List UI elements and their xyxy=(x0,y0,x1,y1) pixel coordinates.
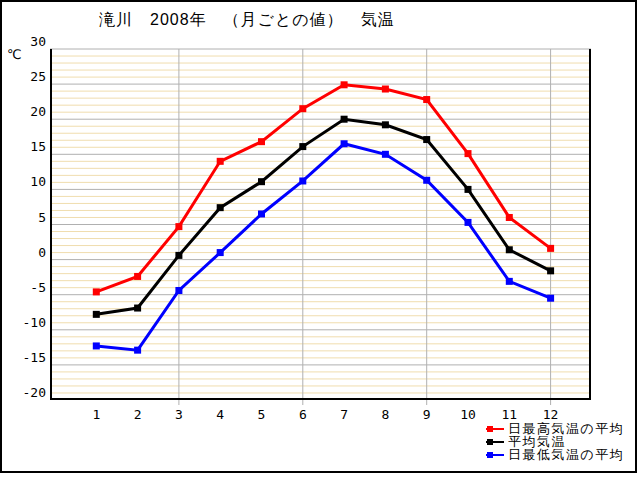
data-point-marker xyxy=(506,278,513,285)
chart-title: 滝川 2008年 （月ごとの値） 気温 xyxy=(99,10,599,31)
data-point-marker xyxy=(465,150,472,157)
legend: 日最高気温の平均 平均気温 日最低気温の平均 xyxy=(486,423,624,462)
data-point-marker xyxy=(382,86,389,93)
data-point-marker xyxy=(341,116,348,123)
y-axis-tick-label: 25 xyxy=(0,70,46,84)
y-axis-tick-label: 5 xyxy=(0,211,46,225)
data-point-marker xyxy=(217,158,224,165)
y-axis-tick-label: -20 xyxy=(0,386,46,400)
legend-marker-daily-min-icon xyxy=(486,451,504,459)
x-axis-tick-label: 1 xyxy=(81,407,111,422)
data-point-marker xyxy=(465,219,472,226)
legend-marker-mean-icon xyxy=(486,438,504,446)
data-point-marker xyxy=(382,121,389,128)
data-point-marker xyxy=(423,136,430,143)
y-axis-tick-label: -5 xyxy=(0,281,46,295)
x-axis-tick-label: 4 xyxy=(205,407,235,422)
y-axis-tick-label: 15 xyxy=(0,140,46,154)
legend-label-daily-min: 日最低気温の平均 xyxy=(508,446,624,464)
y-axis-tick-label: 10 xyxy=(0,175,46,189)
y-axis-tick-label: -15 xyxy=(0,351,46,365)
data-point-marker xyxy=(299,143,306,150)
x-axis-tick-label: 6 xyxy=(288,407,318,422)
data-point-marker xyxy=(134,273,141,280)
data-point-marker xyxy=(423,177,430,184)
x-axis-tick-label: 5 xyxy=(247,407,277,422)
data-point-marker xyxy=(93,311,100,318)
x-axis-tick-label: 8 xyxy=(370,407,400,422)
data-point-marker xyxy=(506,214,513,221)
series-line-1 xyxy=(96,119,550,314)
legend-item-daily-min: 日最低気温の平均 xyxy=(486,449,624,461)
y-axis-tick-label: -10 xyxy=(0,316,46,330)
chart-window: 滝川 2008年 （月ごとの値） 気温 ℃ 302520151050-5-10-… xyxy=(0,0,640,480)
series-line-0 xyxy=(96,85,550,292)
legend-marker-daily-max-icon xyxy=(486,425,504,433)
data-point-marker xyxy=(93,342,100,349)
data-point-marker xyxy=(547,245,554,252)
data-point-marker xyxy=(175,252,182,259)
y-axis-tick-label: 30 xyxy=(0,35,46,49)
y-axis-unit-label: ℃ xyxy=(7,47,22,62)
data-point-marker xyxy=(217,204,224,211)
y-axis-tick-label: 0 xyxy=(0,246,46,260)
data-point-marker xyxy=(547,267,554,274)
data-point-marker xyxy=(258,138,265,145)
x-axis-tick-label: 7 xyxy=(329,407,359,422)
data-point-marker xyxy=(134,305,141,312)
data-point-marker xyxy=(423,96,430,103)
data-point-marker xyxy=(465,186,472,193)
plot-area xyxy=(50,49,591,400)
data-point-marker xyxy=(382,151,389,158)
data-point-marker xyxy=(175,287,182,294)
data-point-marker xyxy=(175,223,182,230)
data-point-marker xyxy=(258,178,265,185)
data-point-marker xyxy=(506,246,513,253)
data-point-marker xyxy=(341,81,348,88)
y-axis-tick-label: 20 xyxy=(0,105,46,119)
x-axis-tick-label: 9 xyxy=(412,407,442,422)
data-point-marker xyxy=(547,295,554,302)
data-point-marker xyxy=(134,347,141,354)
x-axis-tick-label: 10 xyxy=(453,407,483,422)
data-point-marker xyxy=(258,210,265,217)
x-axis-tick-label: 2 xyxy=(123,407,153,422)
data-point-marker xyxy=(341,140,348,147)
data-point-marker xyxy=(217,249,224,256)
data-point-marker xyxy=(299,177,306,184)
data-point-marker xyxy=(93,288,100,295)
data-point-marker xyxy=(299,105,306,112)
x-axis-tick-label: 3 xyxy=(164,407,194,422)
